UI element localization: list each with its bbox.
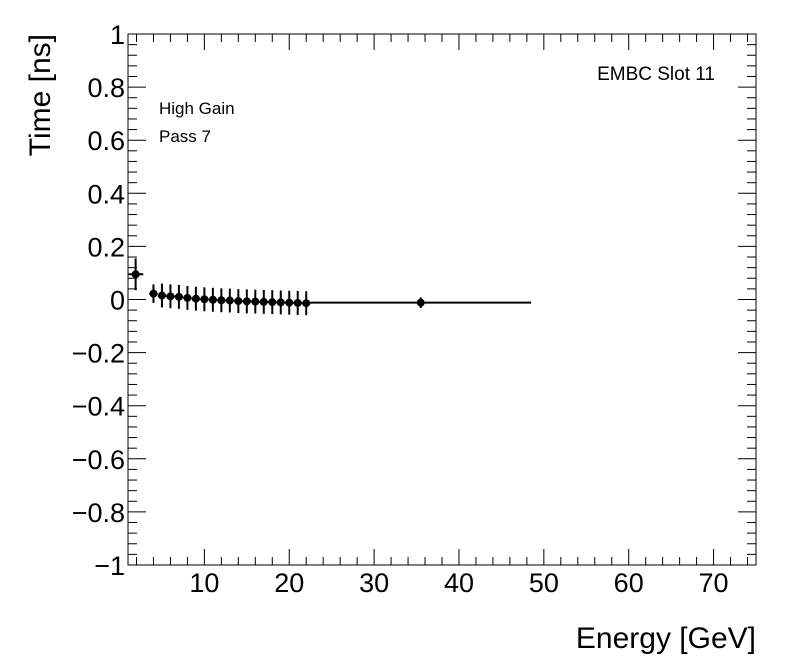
- data-point: [276, 290, 285, 315]
- data-point: [242, 289, 252, 314]
- data-point: [183, 285, 192, 310]
- x-tick-label: 20: [274, 568, 304, 598]
- y-tick-label: −0.8: [72, 498, 125, 528]
- gain-annotation: High Gain: [159, 99, 235, 118]
- data-point: [128, 258, 144, 291]
- point-marker: [225, 296, 234, 305]
- data-points: [128, 258, 532, 316]
- data-point: [157, 283, 167, 308]
- x-tick-label: 70: [699, 568, 729, 598]
- y-tick-label: −0.6: [72, 445, 125, 475]
- point-marker: [276, 298, 285, 307]
- slot-annotation: EMBC Slot 11: [597, 64, 715, 85]
- point-marker: [191, 294, 200, 303]
- y-tick-label: 0.8: [87, 73, 125, 103]
- data-point: [225, 288, 235, 313]
- data-point: [268, 290, 277, 315]
- x-axis-title: Energy [GeV]: [576, 622, 756, 655]
- point-marker: [242, 297, 251, 306]
- point-marker: [149, 289, 158, 298]
- point-marker: [200, 295, 209, 304]
- x-tick-label: 30: [359, 568, 389, 598]
- data-point: [174, 284, 184, 309]
- data-point: [310, 297, 532, 308]
- y-tick-label: −0.4: [72, 392, 125, 422]
- y-tick-labels: −1 −0.8 −0.6 −0.4 −0.2 0 0.2 0.4 0.6 0.8 1: [72, 20, 125, 581]
- point-marker: [217, 296, 226, 305]
- data-point: [251, 289, 260, 314]
- point-marker: [302, 299, 311, 308]
- point-marker: [293, 298, 302, 307]
- y-tick-label: 1: [110, 20, 125, 50]
- y-tick-label: 0: [110, 286, 125, 316]
- y-tick-label: 0.4: [87, 179, 125, 209]
- x-tick-label: 40: [444, 568, 474, 598]
- data-point: [208, 287, 218, 312]
- point-marker: [251, 297, 260, 306]
- data-point: [149, 284, 158, 303]
- x-tick-label: 50: [529, 568, 559, 598]
- data-point: [293, 291, 302, 315]
- y-axis-title: Time [ns]: [24, 34, 57, 156]
- data-point: [217, 288, 226, 313]
- data-point: [191, 286, 201, 311]
- y-tick-label: 0.2: [87, 232, 125, 262]
- x-tick-label: 60: [614, 568, 644, 598]
- y-tick-label: −0.2: [72, 339, 125, 369]
- point-marker: [166, 292, 175, 301]
- pass-annotation: Pass 7: [159, 127, 211, 146]
- data-point: [200, 287, 209, 312]
- x-tick-labels: 10 20 30 40 50 60 70: [189, 568, 728, 598]
- point-marker: [259, 297, 268, 306]
- x-tick-label: 10: [189, 568, 219, 598]
- point-marker: [131, 270, 140, 279]
- point-marker: [157, 291, 166, 300]
- point-marker: [285, 298, 294, 307]
- point-marker: [208, 295, 217, 304]
- point-marker: [174, 292, 183, 301]
- y-tick-label: −1: [94, 551, 125, 581]
- data-point: [166, 284, 175, 309]
- point-marker: [183, 293, 192, 302]
- tick-marks: [128, 33, 756, 566]
- point-marker: [268, 298, 277, 307]
- data-point: [234, 289, 243, 314]
- data-point: [285, 290, 294, 315]
- y-tick-label: 0.6: [87, 126, 125, 156]
- point-marker: [416, 298, 425, 307]
- data-point: [259, 289, 269, 314]
- point-marker: [234, 297, 243, 306]
- data-point: [301, 291, 311, 316]
